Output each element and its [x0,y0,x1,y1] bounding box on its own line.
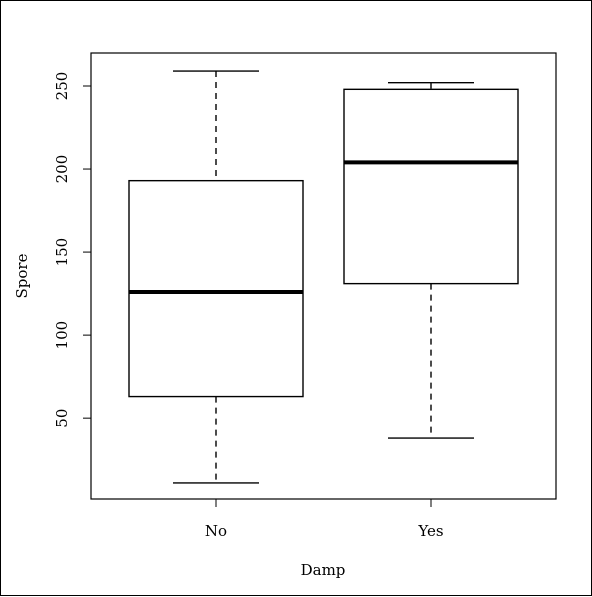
x-tick-label-yes: Yes [417,522,443,540]
x-tick-label-no: No [205,522,227,540]
y-tick-label-200: 200 [53,155,71,184]
box-yes [343,88,519,285]
y-tick-label-150: 150 [53,238,71,267]
y-tick-label-250: 250 [53,72,71,101]
y-tick-label-100: 100 [53,321,71,350]
y-tick-label-50: 50 [53,409,71,428]
x-axis-label: Damp [301,561,346,579]
y-axis-label: Spore [13,253,31,298]
box-no [128,179,304,398]
